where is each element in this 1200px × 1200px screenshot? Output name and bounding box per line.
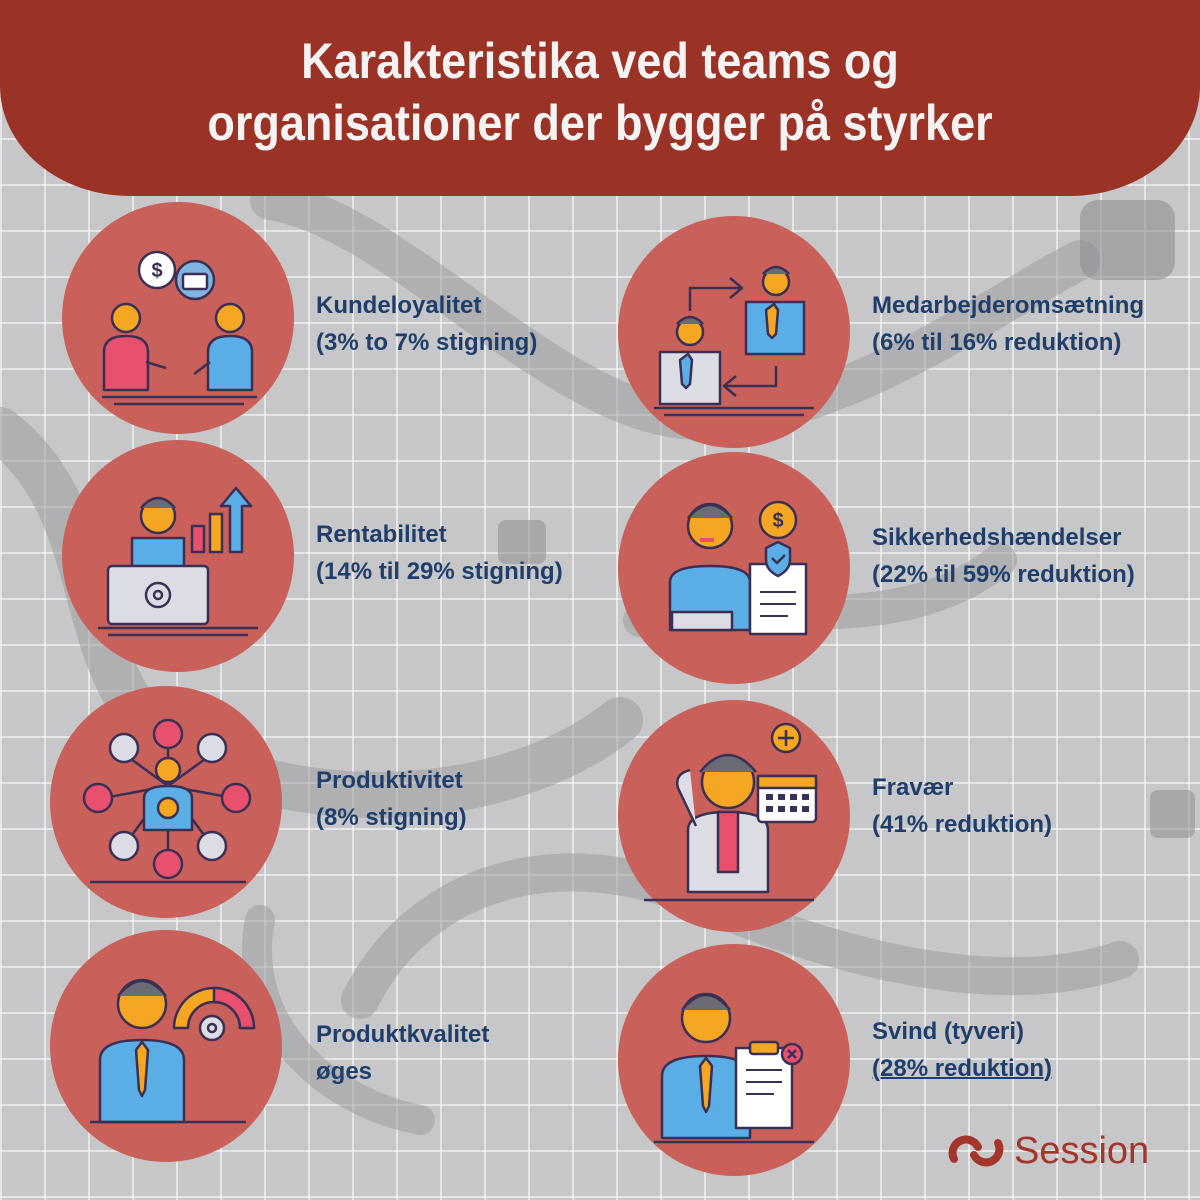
item-label: Kundeloyalitet (3% to 7% stigning) bbox=[316, 287, 537, 361]
title-line-2: organisationer der bygger på styrker bbox=[207, 95, 993, 151]
item-title: Kundeloyalitet bbox=[316, 292, 482, 319]
item-title: Svind (tyveri) bbox=[872, 1018, 1025, 1045]
item-value: (6% til 16% reduktion) bbox=[872, 329, 1122, 356]
profit-laptop-icon bbox=[98, 486, 258, 637]
session-logo-icon bbox=[948, 1135, 1004, 1167]
item-value: (28% reduktion) bbox=[872, 1055, 1053, 1082]
session-logo: Session bbox=[948, 1126, 1149, 1176]
item-label: Svind (tyveri) (28% reduktion) bbox=[872, 1013, 1052, 1087]
item-circle bbox=[618, 216, 850, 448]
svg-text:$: $ bbox=[772, 510, 783, 532]
item-circle bbox=[50, 686, 282, 918]
item-value: (14% til 29% stigning) bbox=[316, 558, 563, 585]
item-label: Produktivitet (8% stigning) bbox=[316, 762, 467, 836]
item-title: Produktivitet bbox=[316, 767, 463, 794]
logo-text: Session bbox=[1014, 1129, 1150, 1172]
item-circle bbox=[62, 440, 294, 672]
item-label: Fravær (41% reduktion) bbox=[872, 769, 1052, 843]
item-value: (3% to 7% stigning) bbox=[316, 329, 538, 356]
item-label: Medarbejderomsætning (6% til 16% redukti… bbox=[872, 287, 1144, 361]
item-title: Produktkvalitet bbox=[316, 1021, 490, 1048]
item-title: Sikkerhedshændelser bbox=[872, 524, 1122, 551]
item-value: øges bbox=[316, 1058, 373, 1085]
item-title: Fravær bbox=[872, 774, 954, 801]
item-circle: $ bbox=[62, 202, 294, 434]
item-value: (22% til 59% reduktion) bbox=[872, 561, 1135, 588]
theft-clipboard-icon bbox=[654, 992, 814, 1144]
item-circle bbox=[50, 930, 282, 1162]
item-title: Rentabilitet bbox=[316, 521, 447, 548]
item-label: Produktkvalitet øges bbox=[316, 1016, 489, 1090]
title-banner bbox=[0, 0, 1200, 196]
item-circle bbox=[618, 944, 850, 1176]
injured-worker-icon: $ bbox=[668, 500, 808, 636]
item-circle bbox=[618, 700, 850, 932]
page-title: Karakteristika ved teams og organisation… bbox=[60, 30, 1140, 154]
svg-text:$: $ bbox=[151, 260, 162, 282]
item-label: Sikkerhedshændelser (22% til 59% redukti… bbox=[872, 519, 1135, 593]
item-title: Medarbejderomsætning bbox=[872, 292, 1145, 319]
item-label: Rentabilitet (14% til 29% stigning) bbox=[316, 516, 563, 590]
item-value: (8% stigning) bbox=[316, 804, 467, 831]
team-network-icon bbox=[82, 718, 252, 884]
employee-turnover-icon bbox=[654, 265, 814, 417]
item-value: (41% reduktion) bbox=[872, 811, 1053, 838]
quality-gauge-icon bbox=[90, 978, 256, 1124]
sick-calendar-icon bbox=[644, 722, 818, 902]
item-circle: $ bbox=[618, 452, 850, 684]
title-line-1: Karakteristika ved teams og bbox=[301, 33, 899, 89]
handshake-meeting-icon: $ bbox=[102, 250, 257, 406]
